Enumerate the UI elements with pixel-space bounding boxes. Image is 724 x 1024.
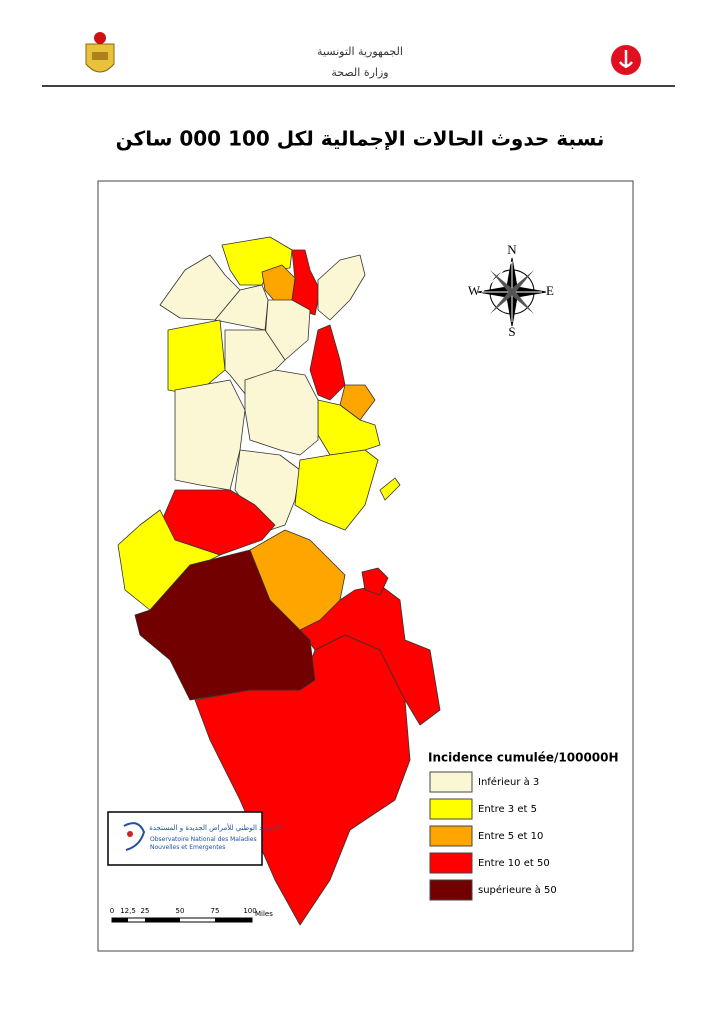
scale-bar [111,917,253,923]
legend-label: Entre 3 et 5 [478,804,537,815]
legend-swatch [429,798,473,820]
legend-label: Entre 10 et 50 [478,858,550,869]
ministry-logo [611,45,641,75]
header-line2: وزارة الصحة [331,66,388,79]
scale-tick-label: 75 [211,907,220,915]
governorate [294,449,379,531]
governorate [291,249,321,316]
compass-rose [477,257,547,327]
legend-swatch [429,879,473,901]
compass-s: S [508,324,515,339]
governorate [299,584,441,726]
governorate [159,254,241,321]
logo-french: Observatoire National des Maladies Nouve… [150,836,257,851]
legend-label: supérieure à 50 [478,884,557,896]
logo-arabic: المرصد الوطني للأمراض الجديدة و المستجدة [149,823,281,832]
governorate [317,254,366,321]
scale-tick-label: 50 [176,907,185,915]
map-frame [97,180,634,952]
logo-french-box: Observatoire National des Maladies Nouve… [150,836,257,851]
scale-tick-label: 100 [243,907,256,915]
page-title: نسبة حدوث الحالات الإجمالية لكل 100 000 … [116,127,605,151]
observatory-logo: المرصد الوطني للأمراض الجديدة و المستجدة… [107,811,281,866]
map [117,236,441,926]
header-line1: الجمهورية التونسية [317,45,403,58]
governorate [167,319,226,396]
governorate [379,477,401,501]
scale-unit: Miles [255,910,273,918]
scale-tick-label: 0 [110,907,114,915]
compass-n: N [507,242,517,257]
coat-of-arms [85,32,115,73]
governorate [361,567,389,596]
governorate [317,399,381,456]
legend-swatch [429,825,473,847]
legend-title: Incidence cumulée/100000H [428,751,619,765]
scale-tick-label: 25 [141,907,150,915]
legend-label: Inférieur à 3 [478,776,539,788]
compass-w: W [468,283,481,298]
legend-label: Entre 5 et 10 [478,831,543,842]
governorate [309,324,346,401]
governorate [174,379,246,491]
governorate [249,529,346,631]
scale-tick-label: 12,5 [120,907,136,915]
governorate [244,369,319,456]
compass-e: E [546,283,554,298]
legend: Inférieur à 3 Entre 3 et 5 Entre 5 et 10 En… [429,771,557,901]
legend-swatch [429,771,473,793]
legend-swatch [429,852,473,874]
